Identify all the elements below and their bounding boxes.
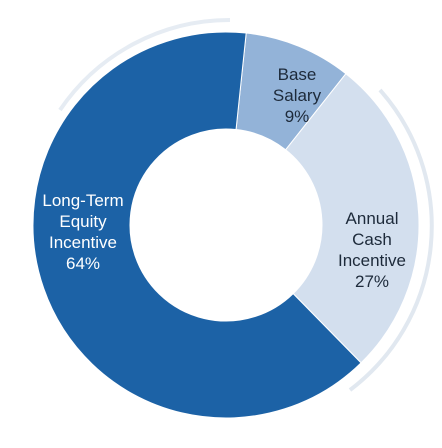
segment-label: Long-Term Equity Incentive 64% (41, 190, 125, 274)
value-label: 64% (65, 254, 101, 273)
category-label: Annual Cash Incentive (337, 209, 407, 270)
category-label: Base Salary (272, 64, 322, 105)
value-label: 27% (354, 272, 390, 291)
category-label: Long-Term Equity Incentive (42, 191, 124, 252)
segment-label: Base Salary 9% (262, 64, 332, 127)
donut-segment (284, 73, 420, 364)
donut-segment (32, 31, 362, 419)
segment-label: Annual Cash Incentive 27% (327, 208, 417, 292)
decor-arc (348, 88, 434, 392)
decor-arc (58, 17, 231, 112)
value-label: 9% (284, 106, 310, 126)
